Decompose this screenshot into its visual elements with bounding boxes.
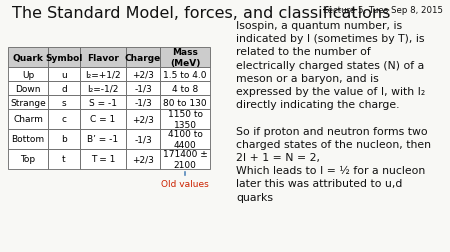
Text: electrically charged states (N) of a: electrically charged states (N) of a	[236, 60, 424, 70]
Bar	[8, 130, 48, 149]
Bar	[48, 68, 80, 82]
Text: Flavor: Flavor	[87, 53, 119, 62]
Text: -1/3: -1/3	[134, 84, 152, 93]
Bar	[8, 82, 48, 96]
Bar	[80, 82, 126, 96]
Text: +2/3: +2/3	[132, 70, 154, 79]
Bar	[126, 110, 160, 130]
Text: 4100 to
4400: 4100 to 4400	[167, 130, 202, 149]
Bar	[160, 48, 210, 68]
Bar	[160, 96, 210, 110]
Text: meson or a baryon, and is: meson or a baryon, and is	[236, 74, 379, 83]
Bar	[126, 82, 160, 96]
Text: I₂=+1/2: I₂=+1/2	[85, 70, 121, 79]
Bar	[160, 82, 210, 96]
Text: related to the number of: related to the number of	[236, 47, 371, 57]
Bar	[48, 130, 80, 149]
Text: -1/3: -1/3	[134, 98, 152, 107]
Text: b: b	[61, 135, 67, 144]
Bar	[80, 149, 126, 169]
Text: Down: Down	[15, 84, 41, 93]
Bar	[80, 130, 126, 149]
Bar	[80, 68, 126, 82]
Text: 2I + 1 = N = 2,: 2I + 1 = N = 2,	[236, 152, 320, 162]
Text: indicated by I (sometimes by T), is: indicated by I (sometimes by T), is	[236, 34, 424, 44]
Text: directly indicating the charge.: directly indicating the charge.	[236, 100, 400, 110]
Text: +2/3: +2/3	[132, 155, 154, 164]
Bar	[160, 68, 210, 82]
Bar	[160, 130, 210, 149]
Bar	[126, 130, 160, 149]
Text: expressed by the value of I, with I₂: expressed by the value of I, with I₂	[236, 87, 425, 97]
Text: B’ = -1: B’ = -1	[87, 135, 118, 144]
Text: u: u	[61, 70, 67, 79]
Text: Which leads to I = ½ for a nucleon: Which leads to I = ½ for a nucleon	[236, 166, 425, 175]
Text: s: s	[62, 98, 66, 107]
Text: Mass
(MeV): Mass (MeV)	[170, 48, 200, 68]
Bar	[160, 110, 210, 130]
Text: Old values: Old values	[161, 179, 209, 188]
Text: Strange: Strange	[10, 98, 46, 107]
Bar	[48, 149, 80, 169]
Bar	[48, 48, 80, 68]
Text: quarks: quarks	[236, 192, 273, 202]
Text: 1.5 to 4.0: 1.5 to 4.0	[163, 70, 207, 79]
Text: c: c	[62, 115, 67, 124]
Text: t: t	[62, 155, 66, 164]
Text: Symbol: Symbol	[45, 53, 83, 62]
Text: -1/3: -1/3	[134, 135, 152, 144]
Text: 171400 ±
2100: 171400 ± 2100	[162, 150, 207, 169]
Bar	[48, 82, 80, 96]
Text: T = 1: T = 1	[91, 155, 115, 164]
Bar	[126, 149, 160, 169]
Text: Top: Top	[20, 155, 36, 164]
Bar	[8, 110, 48, 130]
Bar	[48, 96, 80, 110]
Text: later this was attributed to u,d: later this was attributed to u,d	[236, 179, 402, 189]
Text: Charge: Charge	[125, 53, 161, 62]
Text: charged states of the nucleon, then: charged states of the nucleon, then	[236, 139, 431, 149]
Bar	[80, 48, 126, 68]
Text: +2/3: +2/3	[132, 115, 154, 124]
Bar	[126, 96, 160, 110]
Bar	[8, 149, 48, 169]
Text: d: d	[61, 84, 67, 93]
Bar	[8, 68, 48, 82]
Text: So if proton and neutron forms two: So if proton and neutron forms two	[236, 126, 428, 136]
Text: Bottom: Bottom	[11, 135, 45, 144]
Text: 80 to 130: 80 to 130	[163, 98, 207, 107]
Text: I₂=-1/2: I₂=-1/2	[87, 84, 119, 93]
Bar	[126, 68, 160, 82]
Text: S = -1: S = -1	[89, 98, 117, 107]
Text: The Standard Model, forces, and classifications: The Standard Model, forces, and classifi…	[12, 6, 391, 21]
Text: Charm: Charm	[13, 115, 43, 124]
Bar	[8, 96, 48, 110]
Text: 1150 to
1350: 1150 to 1350	[167, 110, 202, 129]
Bar	[160, 149, 210, 169]
Text: Lecture 5, Tues Sep 8, 2015: Lecture 5, Tues Sep 8, 2015	[323, 6, 443, 15]
Bar	[48, 110, 80, 130]
Text: Quark: Quark	[13, 53, 44, 62]
Text: Isospin, a quantum number, is: Isospin, a quantum number, is	[236, 21, 402, 31]
Bar	[80, 96, 126, 110]
Bar	[126, 48, 160, 68]
Text: C = 1: C = 1	[90, 115, 116, 124]
Text: Up: Up	[22, 70, 34, 79]
Text: 4 to 8: 4 to 8	[172, 84, 198, 93]
Bar	[8, 48, 48, 68]
Bar	[80, 110, 126, 130]
